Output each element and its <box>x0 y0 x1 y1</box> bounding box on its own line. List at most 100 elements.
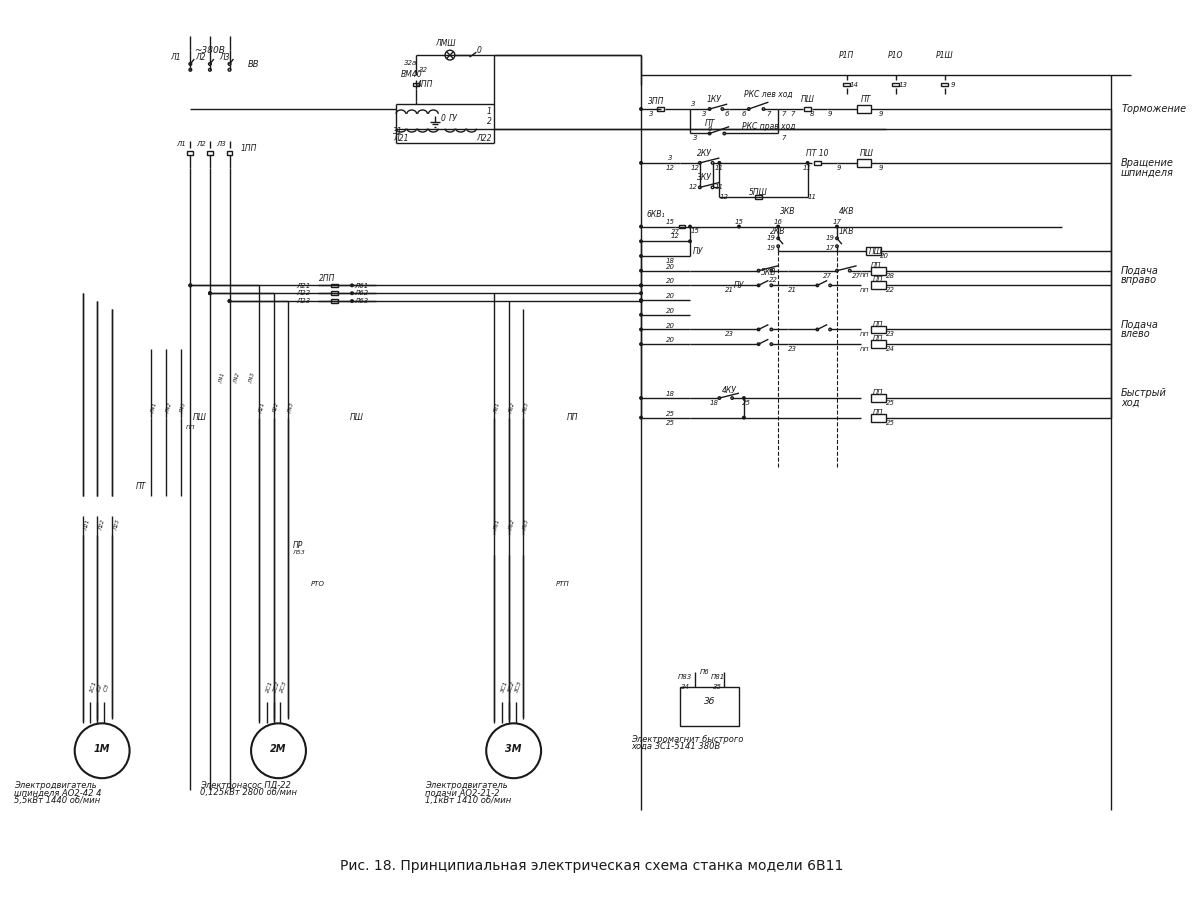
Circle shape <box>724 132 726 135</box>
Text: 27: 27 <box>823 273 832 279</box>
Text: Л22: Л22 <box>98 519 106 531</box>
Text: ПП: ПП <box>186 425 196 430</box>
Text: 2С1: 2С1 <box>265 681 274 693</box>
Bar <box>871 282 886 290</box>
Bar <box>658 107 664 111</box>
Circle shape <box>770 328 773 331</box>
Circle shape <box>228 300 230 302</box>
Text: 12: 12 <box>671 233 680 239</box>
Text: Электронасос ПД-22: Электронасос ПД-22 <box>200 780 290 789</box>
Circle shape <box>350 292 353 294</box>
Text: Электродвигатель: Электродвигатель <box>426 780 508 789</box>
Text: Электродвигатель: Электродвигатель <box>14 780 96 789</box>
Text: 3ПП: 3ПП <box>648 97 664 106</box>
Text: 19: 19 <box>767 235 776 241</box>
Text: 11: 11 <box>715 185 724 190</box>
Circle shape <box>689 225 691 228</box>
Circle shape <box>689 240 691 242</box>
Text: 12: 12 <box>720 194 728 200</box>
Text: Л62: Л62 <box>355 291 368 296</box>
Text: Л41: Л41 <box>150 402 158 414</box>
Text: 2: 2 <box>487 118 492 126</box>
Circle shape <box>640 108 642 110</box>
Text: РКС лев ход: РКС лев ход <box>744 90 793 99</box>
Text: ПП: ПП <box>859 273 869 278</box>
Text: Л82: Л82 <box>508 402 516 414</box>
Text: 2С3: 2С3 <box>278 681 288 693</box>
Text: Л81: Л81 <box>493 402 500 414</box>
Bar <box>187 151 193 155</box>
Circle shape <box>748 108 750 110</box>
Text: Л63: Л63 <box>355 298 368 304</box>
Circle shape <box>640 299 642 301</box>
Text: 17: 17 <box>833 219 841 224</box>
Text: 18: 18 <box>710 400 719 406</box>
Text: 9: 9 <box>836 165 841 170</box>
Text: ВМ40: ВМ40 <box>401 70 422 79</box>
Circle shape <box>835 245 839 248</box>
Text: 18: 18 <box>666 391 674 397</box>
Circle shape <box>190 284 192 287</box>
Text: Р1О: Р1О <box>888 50 904 59</box>
Circle shape <box>712 161 714 164</box>
Bar <box>331 292 337 295</box>
Circle shape <box>776 245 780 248</box>
Circle shape <box>350 284 353 287</box>
Text: 23: 23 <box>887 331 895 337</box>
Text: Л43: Л43 <box>248 372 256 385</box>
Circle shape <box>698 161 701 164</box>
Text: 9: 9 <box>878 165 883 170</box>
Text: 3: 3 <box>668 155 673 161</box>
Text: Л41: Л41 <box>218 372 227 385</box>
Circle shape <box>640 225 642 228</box>
Circle shape <box>209 292 211 294</box>
Circle shape <box>757 284 760 287</box>
Text: 11: 11 <box>803 165 812 170</box>
Text: Рис. 18. Принципиальная электрическая схема станка модели 6В11: Рис. 18. Принципиальная электрическая сх… <box>341 859 844 874</box>
Text: 21: 21 <box>788 287 797 293</box>
Circle shape <box>640 396 642 399</box>
Circle shape <box>718 396 721 399</box>
Text: 14: 14 <box>850 82 859 88</box>
Circle shape <box>640 284 642 287</box>
Circle shape <box>640 255 642 257</box>
Circle shape <box>743 396 745 399</box>
Text: Подача: Подача <box>1121 319 1159 329</box>
Text: 6: 6 <box>725 111 730 117</box>
Circle shape <box>209 68 211 71</box>
Text: РТО: РТО <box>311 581 325 588</box>
Circle shape <box>835 225 839 228</box>
Bar <box>814 161 821 165</box>
Text: Л61: Л61 <box>355 283 368 288</box>
Circle shape <box>835 237 839 239</box>
Circle shape <box>698 186 701 188</box>
Bar <box>844 83 851 86</box>
Circle shape <box>640 416 642 419</box>
Bar <box>679 225 685 229</box>
Text: 7: 7 <box>781 135 785 142</box>
Text: 1: 1 <box>487 108 492 117</box>
Circle shape <box>188 68 192 71</box>
Text: 6КВ₁: 6КВ₁ <box>647 210 665 220</box>
Text: 27: 27 <box>671 230 680 235</box>
Circle shape <box>350 300 353 302</box>
Text: ПТ 10: ПТ 10 <box>806 149 829 158</box>
Text: Л22: Л22 <box>296 291 310 296</box>
Text: 3б: 3б <box>704 697 715 706</box>
Circle shape <box>770 269 773 272</box>
Text: 1КВ: 1КВ <box>839 227 854 236</box>
Text: 15: 15 <box>666 219 674 224</box>
Text: 16: 16 <box>774 219 782 224</box>
Circle shape <box>640 313 642 316</box>
Bar <box>206 151 212 155</box>
Text: 15: 15 <box>734 219 744 224</box>
Text: Л23: Л23 <box>113 519 121 531</box>
Circle shape <box>74 723 130 779</box>
Circle shape <box>640 328 642 331</box>
Text: ПУ: ПУ <box>692 247 703 256</box>
Circle shape <box>640 240 642 242</box>
Text: ПУ: ПУ <box>734 281 744 290</box>
Text: П83: П83 <box>678 675 692 680</box>
Bar <box>227 151 233 155</box>
Bar <box>857 159 871 167</box>
